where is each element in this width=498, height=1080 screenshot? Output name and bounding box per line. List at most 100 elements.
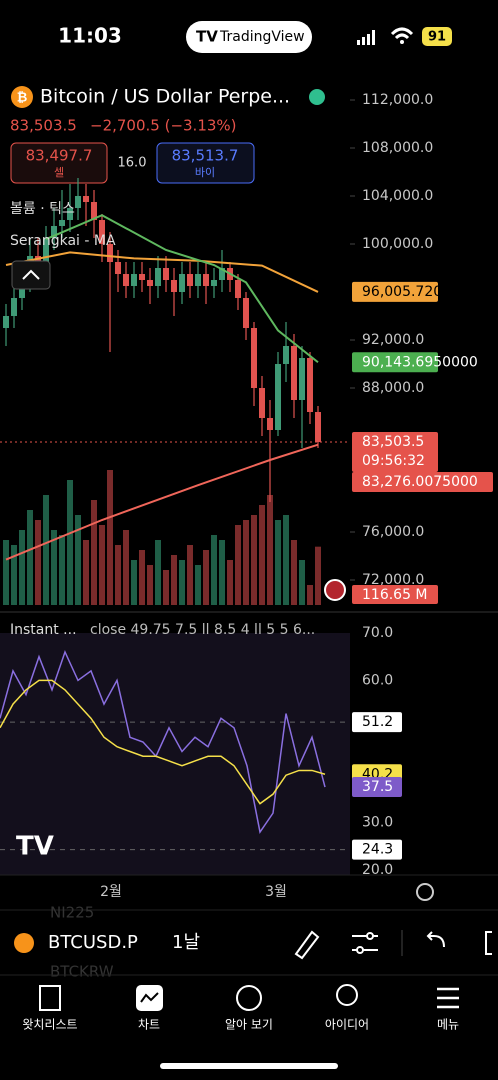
candle-body: [171, 280, 177, 292]
volume-bar: [187, 545, 193, 605]
volume-bar: [251, 515, 257, 605]
undo-icon[interactable]: [426, 931, 445, 948]
volume-badge: [352, 585, 438, 604]
candle-body: [315, 412, 321, 442]
candle-body: [59, 220, 65, 226]
candle-body: [243, 298, 249, 328]
btc-icon: [14, 933, 34, 953]
rsi-badge: [352, 839, 402, 860]
candle-body: [163, 268, 169, 280]
ma-line: [45, 214, 319, 364]
volume-bar: [19, 530, 25, 605]
x-tick-label: 3월: [265, 884, 287, 900]
candle-body: [219, 268, 225, 280]
wifi: [390, 27, 414, 40]
price-badge: [352, 431, 438, 472]
volume-bar: [203, 550, 209, 605]
volume-bar: [139, 550, 145, 605]
candle-body: [299, 358, 305, 400]
volume-bar: [275, 520, 281, 605]
sell-button[interactable]: [10, 142, 108, 184]
candle-body: [99, 220, 105, 244]
settings-icon[interactable]: [416, 883, 434, 901]
rsi-badge-label: 24.3: [362, 842, 393, 858]
draw-icon[interactable]: [294, 930, 320, 960]
volume-bar: [75, 515, 81, 605]
rsi-badge-label: 51.2: [362, 714, 393, 730]
indicators-icon[interactable]: [352, 932, 378, 954]
volume-bar: [99, 525, 105, 605]
volume-bar: [107, 470, 113, 605]
candle-body: [291, 346, 297, 400]
battery-level: 91: [428, 30, 446, 45]
volume-legend: 볼륨 · 틱스: [10, 201, 75, 217]
buy-button[interactable]: [156, 142, 255, 184]
menu-icon[interactable]: [437, 987, 459, 1009]
volume-bar: [115, 545, 121, 605]
volume-bar: [91, 500, 97, 605]
candle-body: [115, 262, 121, 274]
candle-body: [91, 202, 97, 220]
volume-bar: [131, 560, 137, 605]
flag-icon: [324, 579, 346, 601]
volume-bar: [283, 515, 289, 605]
collapse-button[interactable]: [11, 260, 51, 290]
y-tick-label: 76,000.0: [362, 524, 424, 540]
candle-body: [251, 328, 257, 388]
tv-logo: TV: [196, 28, 218, 46]
countdown: 09:56:32: [362, 453, 425, 469]
candle-body: [195, 274, 201, 286]
candle-body: [307, 358, 313, 412]
y-tick-label: 108,000.0: [362, 140, 433, 156]
buy-price: 83,513.7: [172, 147, 239, 165]
y-tick-label: 92,000.0: [362, 332, 424, 348]
volume-bar: [235, 525, 241, 605]
clock: 11:03: [58, 24, 122, 48]
symbol-title[interactable]: Bitcoin / US Dollar Perpe...: [40, 86, 290, 108]
app-pill: [186, 21, 312, 53]
ma-line: [5, 443, 319, 561]
more-icon[interactable]: [485, 931, 492, 955]
nav-label[interactable]: 메뉴: [437, 1018, 459, 1032]
signal: [357, 30, 375, 45]
volume-bar: [83, 540, 89, 605]
ma-line: [5, 251, 319, 293]
watchlist-icon[interactable]: [39, 985, 61, 1011]
volume-bar: [43, 495, 49, 605]
volume-bar: [11, 545, 17, 605]
nav-label[interactable]: 아이디어: [325, 1018, 369, 1032]
volume-bar: [67, 480, 73, 605]
candle-body: [131, 274, 137, 286]
volume-bar: [315, 546, 321, 605]
y-tick-label: 104,000.0: [362, 188, 433, 204]
explore-icon[interactable]: [236, 985, 262, 1011]
rsi-params: close 49.75 7.5 ll 8.5 4 ll 5 5 6...: [90, 622, 315, 638]
volume-bar: [35, 520, 41, 605]
price-badge: [352, 471, 493, 492]
volume-bar: [147, 565, 153, 605]
spread: 16.0: [118, 156, 147, 171]
candle-body: [139, 274, 145, 280]
y-tick-label: 88,000.0: [362, 380, 424, 396]
ideas-icon[interactable]: [336, 984, 358, 1006]
btc-icon: [11, 86, 33, 108]
volume-bar: [163, 570, 169, 605]
volume-bar: [291, 540, 297, 605]
candle-body: [179, 274, 185, 292]
volume-bar: [179, 560, 185, 605]
volume-bar: [259, 505, 265, 605]
app-name: TradingView: [219, 29, 305, 45]
volume-bar: [3, 540, 9, 605]
volume-bar: [27, 510, 33, 605]
nav-label[interactable]: 차트: [138, 1018, 160, 1032]
volume-bar: [267, 495, 273, 605]
rsi-badge: [352, 777, 402, 798]
toolbar-symbol[interactable]: BTCUSD.P: [48, 932, 138, 953]
toolbar-interval[interactable]: 1날: [172, 932, 200, 953]
sell-price: 83,497.7: [26, 147, 93, 165]
candle-body: [155, 268, 161, 286]
volume-bar: [227, 560, 233, 605]
nav-label[interactable]: 알아 보기: [225, 1018, 273, 1032]
battery: [422, 27, 452, 46]
nav-label[interactable]: 왓치리스트: [22, 1018, 77, 1032]
